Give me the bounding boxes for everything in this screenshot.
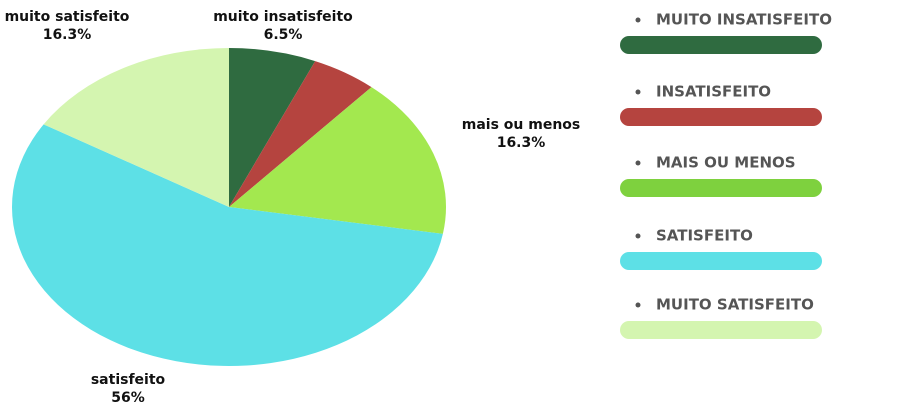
pie-slice bbox=[229, 61, 372, 208]
legend-label: INSATISFEITO bbox=[656, 83, 771, 101]
legend-swatch bbox=[620, 321, 822, 339]
legend-bullet bbox=[635, 17, 641, 23]
slice-value: 56% bbox=[111, 390, 145, 403]
slice-label: muito satisfeito bbox=[5, 9, 130, 25]
legend-label: MAIS OU MENOS bbox=[656, 154, 796, 172]
legend-label: SATISFEITO bbox=[656, 227, 753, 245]
slice-value: 6.5% bbox=[264, 27, 303, 43]
legend-swatch bbox=[620, 36, 822, 54]
pie-slice bbox=[229, 87, 446, 234]
legend-swatch bbox=[620, 179, 822, 197]
slice-label: muito insatisfeito bbox=[213, 9, 353, 25]
pie-slice bbox=[43, 48, 229, 207]
pie-slice bbox=[229, 48, 316, 207]
legend-bullet bbox=[635, 302, 641, 308]
slice-label: satisfeito bbox=[91, 372, 166, 388]
legend-bullet bbox=[635, 160, 641, 166]
legend-swatch bbox=[620, 108, 822, 126]
pie-slice bbox=[11, 124, 443, 367]
legend-label: MUITO INSATISFEITO bbox=[656, 11, 832, 29]
legend-swatch bbox=[620, 252, 822, 270]
legend-bullet bbox=[635, 89, 641, 95]
legend-label: MUITO SATISFEITO bbox=[656, 296, 814, 314]
legend-bullet bbox=[635, 233, 641, 239]
slice-value: 16.3% bbox=[43, 27, 92, 43]
slice-label: mais ou menos bbox=[462, 117, 581, 133]
slice-value: 16.3% bbox=[497, 135, 546, 151]
